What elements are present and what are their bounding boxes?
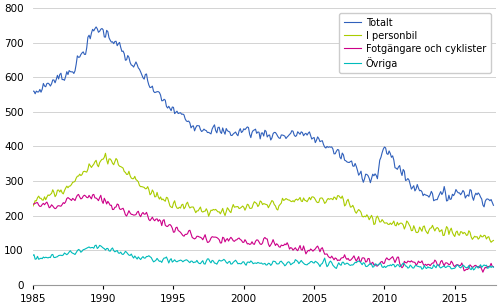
Övriga xyxy=(490,265,496,269)
Totalt xyxy=(481,205,487,209)
Fotgängare och cyklister xyxy=(490,265,496,269)
Övriga xyxy=(180,260,186,264)
Fotgängare och cyklister xyxy=(330,256,336,260)
I personbil xyxy=(102,152,108,155)
Fotgängare och cyklister xyxy=(175,229,181,232)
I personbil xyxy=(242,209,248,212)
Övriga xyxy=(453,265,459,268)
Totalt xyxy=(93,25,99,29)
Line: Övriga: Övriga xyxy=(33,245,494,270)
Totalt xyxy=(453,188,459,191)
Totalt xyxy=(242,128,248,132)
Fotgängare och cyklister xyxy=(180,234,186,237)
I personbil xyxy=(175,207,181,210)
Totalt xyxy=(162,98,168,102)
Övriga xyxy=(242,262,248,266)
Fotgängare och cyklister xyxy=(30,202,36,206)
Fotgängare och cyklister xyxy=(162,223,168,227)
Övriga xyxy=(93,243,99,247)
Totalt xyxy=(175,112,181,116)
Fotgängare och cyklister xyxy=(480,270,486,274)
Övriga xyxy=(162,256,168,260)
I personbil xyxy=(453,230,459,234)
Line: Totalt: Totalt xyxy=(33,27,494,207)
I personbil xyxy=(490,239,496,242)
Fotgängare och cyklister xyxy=(91,192,97,196)
Totalt xyxy=(330,147,336,151)
I personbil xyxy=(30,205,36,208)
Line: Fotgängare och cyklister: Fotgängare och cyklister xyxy=(33,194,494,272)
I personbil xyxy=(330,198,336,201)
Totalt xyxy=(30,89,36,93)
Fotgängare och cyklister xyxy=(453,263,459,267)
Legend: Totalt, I personbil, Fotgängare och cyklister, Övriga: Totalt, I personbil, Fotgängare och cykl… xyxy=(338,13,491,73)
Övriga xyxy=(330,263,336,267)
Övriga xyxy=(175,259,181,263)
Line: I personbil: I personbil xyxy=(33,153,494,242)
I personbil xyxy=(488,241,494,244)
Totalt xyxy=(180,112,186,116)
Övriga xyxy=(30,254,36,257)
I personbil xyxy=(162,199,168,203)
Totalt xyxy=(490,204,496,207)
Fotgängare och cyklister xyxy=(242,238,248,241)
Övriga xyxy=(470,268,476,272)
I personbil xyxy=(180,202,186,206)
